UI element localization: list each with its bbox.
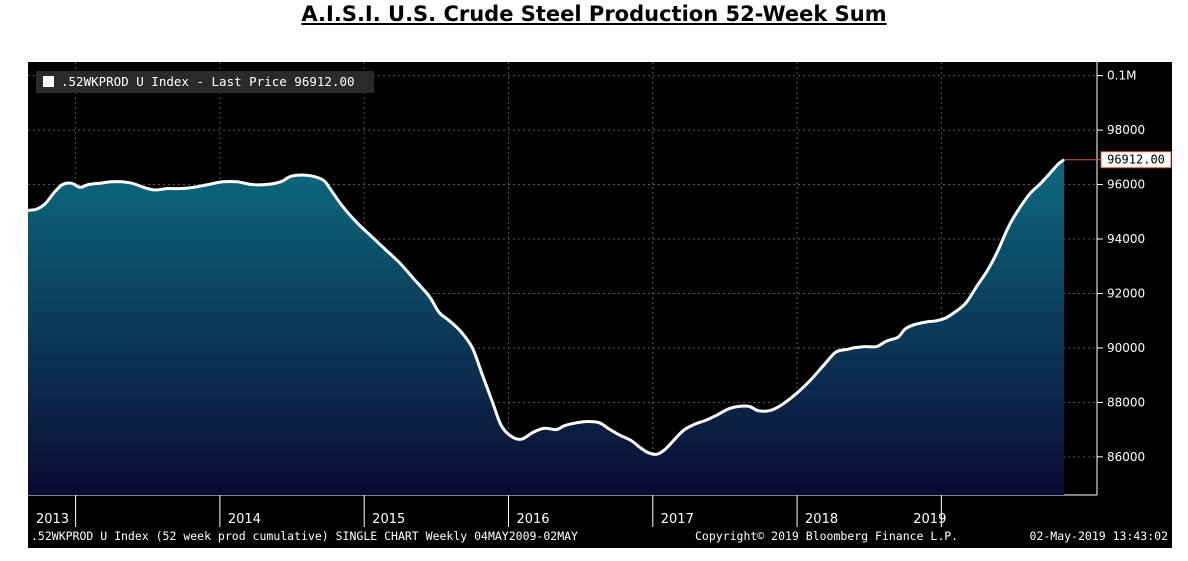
footer-copyright: Copyright© 2019 Bloomberg Finance L.P. [695,529,958,543]
last-price-box [1100,151,1172,169]
legend-box [36,71,374,93]
series-area [28,159,1064,495]
y-tick-label: 94000 [1107,232,1145,246]
y-tick-label: 0.1M [1107,69,1136,83]
x-tick-label: 2015 [372,512,405,527]
x-tick-label: 2013 [36,512,69,527]
x-tick-label: 2018 [805,512,838,527]
y-tick-label: 98000 [1107,123,1145,137]
legend-swatch [43,76,54,87]
y-tick-label: 86000 [1107,450,1145,464]
y-tick-label: 90000 [1107,341,1145,355]
x-tick-label: 2017 [661,512,694,527]
y-axis-ticks: 86000 88000 90000 92000 94000 96000 98000 0.1M [1097,69,1145,464]
page-title: A.I.S.I. U.S. Crude Steel Production 52-… [301,2,887,26]
footer-description: .52WKPROD U Index (52 week prod cumulati… [31,529,578,543]
y-tick-label: 88000 [1107,395,1145,409]
chart-svg: 860008800090000920009400096000980000.1M … [28,62,1172,543]
y-tick-label: 96000 [1107,178,1145,192]
x-tick-label: 2014 [228,512,261,527]
x-axis: 2013 2014 2015 2016 2017 2018 2019 [36,495,946,527]
footer-timestamp: 02-May-2019 13:43:02 [1030,529,1168,543]
x-tick-label: 2016 [516,512,549,527]
series-line [28,158,1065,456]
y-tick-label: 92000 [1107,286,1145,300]
legend-label: .52WKPROD U Index - Last Price 96912.00 [61,74,355,89]
chart-area: 86000 88000 90000 92000 94000 96000 98000 0.1M … [28,62,1172,548]
x-tick-label: 2019 [913,512,946,527]
last-price-label: 96912.00 [1107,153,1165,167]
